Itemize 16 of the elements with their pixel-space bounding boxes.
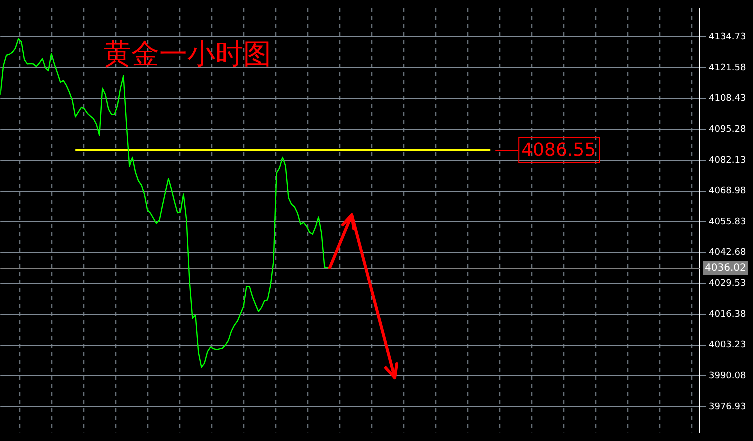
y-tick-label: 4108.43 — [709, 94, 746, 104]
y-tick-label: 3976.93 — [709, 402, 746, 412]
y-tick-label: 3990.08 — [709, 372, 746, 382]
ref-line-label: 4086.55 — [522, 140, 596, 162]
y-tick-label: 4003.23 — [709, 340, 746, 351]
text: 黄金一小时图 — [104, 37, 272, 70]
y-tick-label: 4042.68 — [709, 248, 746, 258]
y-tick-label: 4082.13 — [709, 156, 746, 166]
ref-line-label: 4036.02 — [705, 263, 746, 274]
y-tick-label: 4134.73 — [709, 32, 746, 42]
y-tick-label: 4016.38 — [709, 310, 746, 320]
y-tick-label: 4068.98 — [709, 186, 746, 197]
y-tick-label: 4121.58 — [709, 63, 746, 74]
y-tick-label: 4055.83 — [709, 217, 746, 228]
y-tick-label: 4095.28 — [709, 124, 746, 135]
y-tick-label: 4029.53 — [709, 279, 746, 290]
